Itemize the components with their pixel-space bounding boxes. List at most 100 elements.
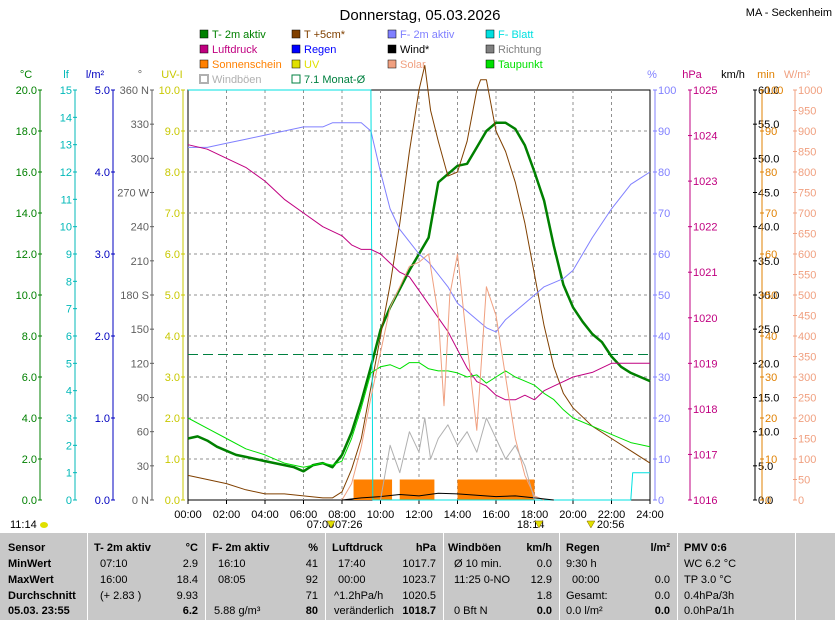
gust-current-value: 0.0 [536, 605, 552, 617]
pressure-current-value: 1018.7 [402, 605, 436, 617]
hum-tick-label: 70 [658, 208, 670, 220]
sun-marker-icon [586, 520, 596, 529]
dir-tick-label: 330 [131, 119, 149, 131]
legend-label: T +5cm* [304, 29, 346, 41]
press-tick-label: 1022 [693, 222, 717, 234]
sensor-header: Sensor [8, 542, 46, 554]
solar-tick-label: 850 [798, 147, 816, 159]
pmv-header: PMV 0:6 [684, 542, 727, 554]
pressure-3h: 0.4hPa/3h [684, 590, 735, 602]
legend-label: 7.1 Monat-Ø [304, 74, 366, 86]
pressure-header: Luftdruck [332, 542, 383, 554]
t2m-current-value: 6.2 [182, 605, 198, 617]
press-tick-label: 1019 [693, 358, 717, 370]
hum-tick-label: 60 [658, 249, 670, 261]
lf-tick-label: 4 [66, 386, 72, 398]
uv-tick-label: 0.0 [165, 495, 180, 507]
uv-tick-label: 6.0 [165, 249, 180, 261]
temp-tick-label: 14.0 [16, 208, 37, 220]
t2m-max-value: 18.4 [176, 574, 198, 586]
sensor-column: Sensor MinWert MaxWert Durchschnitt 05.0… [0, 533, 86, 620]
legend-swatch [485, 59, 495, 69]
pressure-unit: hPa [415, 542, 436, 554]
legend-label: Sonnenschein [212, 59, 282, 71]
series-solar [341, 253, 545, 501]
chart-title: Donnerstag, 05.03.2026 [340, 7, 501, 24]
hum-tick-label: 50 [658, 290, 670, 302]
sun-marker-icon [326, 520, 336, 529]
min-tick-label: 100 [765, 85, 783, 97]
uv-tick-label: 2.0 [165, 413, 180, 425]
press-tick-label: 1021 [693, 267, 717, 279]
min-tick-label: 50 [765, 290, 777, 302]
rain-tick-label: 1.0 [95, 413, 110, 425]
wind-tick-label: 40.0 [758, 222, 779, 234]
legend-label: T- 2m aktiv [212, 29, 266, 41]
t2m-column: T- 2m aktiv °C 07:10 2.9 16:00 18.4 (+ 2.83… [88, 533, 204, 620]
legend-swatch [485, 29, 495, 39]
gust-column: Windböen km/h Ø 10 min. 0.0 11:25 0-NO 12.9… [444, 533, 558, 620]
f2m-max-time: 08:05 [218, 574, 246, 586]
f2m-current-value: 80 [305, 605, 318, 617]
gust-avg-value: 0.0 [536, 558, 552, 570]
legend-swatch [199, 74, 209, 84]
press-tick-label: 1024 [693, 131, 717, 143]
pressure-max-value: 1023.7 [402, 574, 436, 586]
min-tick-label: 80 [765, 167, 777, 179]
moon-icon [40, 522, 48, 528]
uv-axis-unit: UV-I [161, 69, 182, 81]
legend-swatch [387, 29, 397, 39]
x-tick-label: 20:00 [559, 509, 587, 521]
legend-label: F- 2m aktiv [400, 29, 455, 41]
rain-tick-label: 2.0 [95, 331, 110, 343]
maxwert-label: MaxWert [8, 574, 54, 586]
legend-swatch [199, 44, 209, 54]
t2m-unit: °C [185, 542, 198, 554]
solar-axis-unit: W/m² [784, 69, 811, 81]
series-f-blatt [188, 89, 650, 501]
temp-tick-label: 4.0 [22, 413, 37, 425]
min-tick-label: 20 [765, 413, 777, 425]
dir-tick-label: 150 [131, 324, 149, 336]
dir-tick-label: 0 N [132, 495, 149, 507]
legend: T- 2m aktiv T +5cm* F- 2m aktiv F- Blatt Luf… [199, 29, 543, 86]
solar-tick-label: 100 [798, 454, 816, 466]
temp-tick-label: 0.0 [22, 495, 37, 507]
dir-tick-label: 360 N [120, 85, 149, 97]
dir-tick-label: 300 [131, 153, 149, 165]
lf-tick-label: 3 [66, 413, 72, 425]
min-tick-label: 60 [765, 249, 777, 261]
solar-tick-label: 950 [798, 106, 816, 118]
statistics-footer: Sensor MinWert MaxWert Durchschnitt 05.0… [0, 533, 835, 620]
solar-tick-label: 300 [798, 372, 816, 384]
rain-column: Regen l/m² 9:30 h 00:00 0.0 Gesamt: 0.0 0.0… [560, 533, 676, 620]
t2m-avg-value: 9.93 [176, 590, 198, 602]
legend-swatch [199, 29, 209, 39]
rain-tick-label: 3.0 [95, 249, 110, 261]
lf-tick-label: 1 [66, 468, 72, 480]
legend-swatch [387, 44, 397, 54]
pressure-max-time: 00:00 [338, 574, 366, 586]
wind-tick-label: 35.0 [758, 256, 779, 268]
t2m-min-time: 07:10 [100, 558, 128, 570]
rain-current-value: 0.0 [654, 605, 670, 617]
plot-area [187, 64, 651, 501]
gust-header: Windböen [448, 542, 502, 554]
hum-tick-label: 100 [658, 85, 676, 97]
uv-tick-label: 3.0 [165, 372, 180, 384]
min-tick-label: 90 [765, 126, 777, 138]
sunshine-bar [399, 479, 435, 500]
x-tick-label: 06:00 [290, 509, 318, 521]
dir-tick-label: 90 [137, 393, 149, 405]
uv-tick-label: 1.0 [165, 454, 180, 466]
legend-label: UV [304, 59, 320, 71]
uv-tick-label: 8.0 [165, 167, 180, 179]
windchill: WC 6.2 °C [684, 558, 737, 570]
x-tick-label: 00:00 [174, 509, 202, 521]
hum-tick-label: 30 [658, 372, 670, 384]
temp-axis-unit: °C [20, 69, 32, 81]
t2m-header: T- 2m aktiv [94, 542, 151, 554]
gust-mean-value: 1.8 [536, 590, 552, 602]
wind-tick-label: 20.0 [758, 358, 779, 370]
pressure-trend: ^1.2hPa/h [334, 590, 384, 602]
